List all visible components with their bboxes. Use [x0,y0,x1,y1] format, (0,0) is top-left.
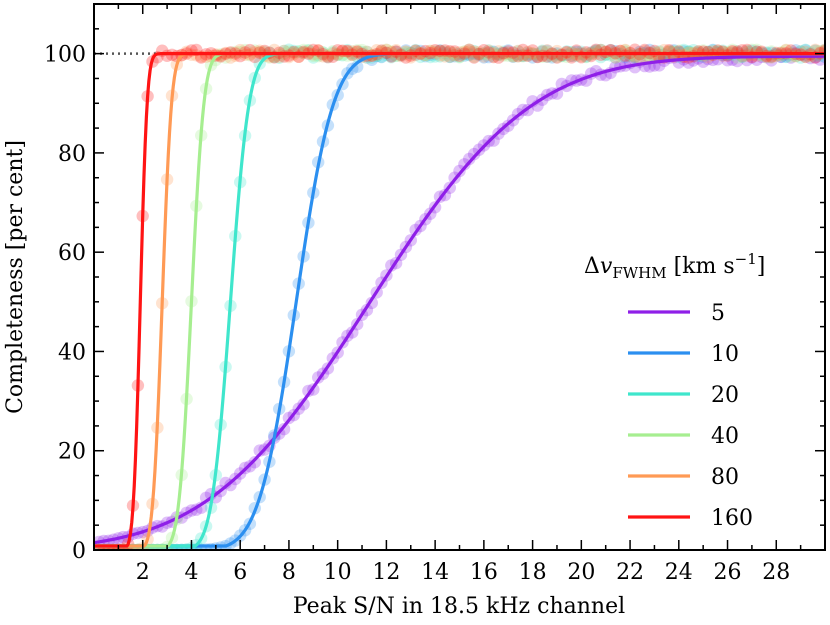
y-tick-label: 60 [58,241,86,266]
data-point-5 [487,134,500,147]
y-axis-label: Completeness [per cent] [3,140,28,414]
x-tick-label: 28 [762,560,790,585]
series-line-5 [94,54,825,545]
y-tick-label: 20 [58,440,86,465]
legend-label-160: 160 [711,506,753,531]
x-tick-label: 20 [567,560,595,585]
x-tick-label: 6 [233,560,247,585]
legend-title: ΔvFWHM [km s−1] [584,250,765,282]
data-point-5 [467,147,481,161]
legend: ΔvFWHM [km s−1] 5 10 20 40 80 160 [584,250,765,531]
y-tick-label: 100 [44,43,86,68]
y-tick-label: 0 [72,539,86,564]
data-point-5 [224,478,237,492]
y-tick-label: 80 [58,142,86,167]
x-tick-label: 16 [470,560,498,585]
series-line-160 [94,52,825,548]
x-tick-label: 26 [714,560,742,585]
x-tick-label: 14 [421,560,449,585]
legend-label-10: 10 [711,342,739,367]
data-point-5 [253,444,266,457]
data-point-5 [458,158,471,171]
x-tick-label: 2 [136,560,150,585]
data-point-5 [463,152,476,166]
x-tick-label: 4 [184,560,198,585]
legend-label-5: 5 [711,301,725,326]
x-tick-label: 10 [324,560,352,585]
x-tick-label: 12 [372,560,400,585]
x-tick-label: 8 [282,560,296,585]
legend-label-40: 40 [711,424,739,449]
legend-label-20: 20 [711,383,739,408]
legend-label-80: 80 [711,465,739,490]
data-point-5 [248,456,261,469]
x-axis-label: Peak S/N in 18.5 kHz channel [293,594,625,619]
x-tick-label: 22 [616,560,644,585]
x-tick-label: 24 [665,560,693,585]
x-tick-label: 18 [519,560,547,585]
y-tick-label: 40 [58,340,86,365]
